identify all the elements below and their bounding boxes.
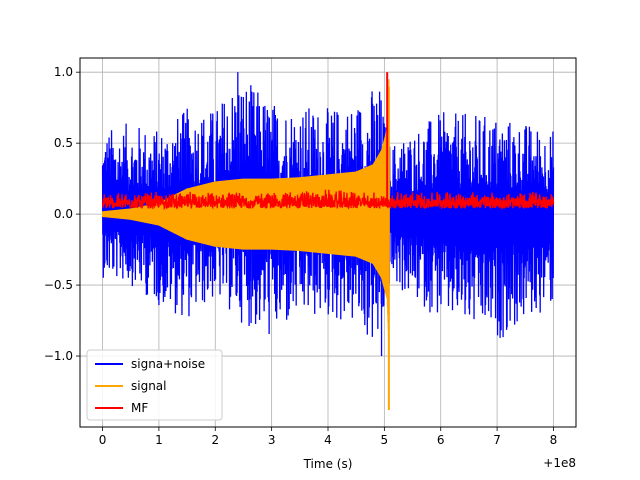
x-tick-label: 1 bbox=[155, 433, 163, 447]
x-tick-label: 6 bbox=[437, 433, 445, 447]
y-tick-label: 0.5 bbox=[54, 136, 73, 150]
signal-line bbox=[101, 79, 390, 346]
y-axis-ticks: 1.0 0.5 0.0 −0.5 −1.0 bbox=[44, 65, 80, 363]
series-signal bbox=[101, 79, 390, 410]
y-tick-label: 1.0 bbox=[54, 65, 73, 79]
x-tick-label: 4 bbox=[324, 433, 332, 447]
x-tick-label: 0 bbox=[99, 433, 107, 447]
x-tick-label: 5 bbox=[381, 433, 389, 447]
x-axis-label: Time (s) bbox=[303, 457, 353, 471]
x-tick-label: 8 bbox=[550, 433, 558, 447]
signa-noise-line bbox=[101, 85, 555, 338]
y-tick-label: −1.0 bbox=[44, 349, 73, 363]
x-tick-label: 2 bbox=[211, 433, 219, 447]
x-tick-label: 7 bbox=[493, 433, 501, 447]
x-tick-label: 3 bbox=[268, 433, 276, 447]
y-tick-label: 0.0 bbox=[54, 207, 73, 221]
x-axis-offset-label: +1e8 bbox=[543, 456, 576, 470]
plot-area bbox=[101, 72, 555, 410]
legend-box bbox=[86, 349, 223, 421]
series-mf bbox=[101, 72, 555, 211]
x-axis-ticks: 0 1 2 3 4 5 6 7 8 bbox=[99, 427, 558, 447]
legend-label-mf: MF bbox=[131, 401, 148, 415]
y-tick-label: −0.5 bbox=[44, 278, 73, 292]
legend-label-signa-noise: signa+noise bbox=[131, 357, 205, 371]
legend: signa+noise signal MF bbox=[86, 349, 223, 421]
legend-label-signal: signal bbox=[131, 379, 167, 393]
mf-line bbox=[101, 189, 555, 211]
